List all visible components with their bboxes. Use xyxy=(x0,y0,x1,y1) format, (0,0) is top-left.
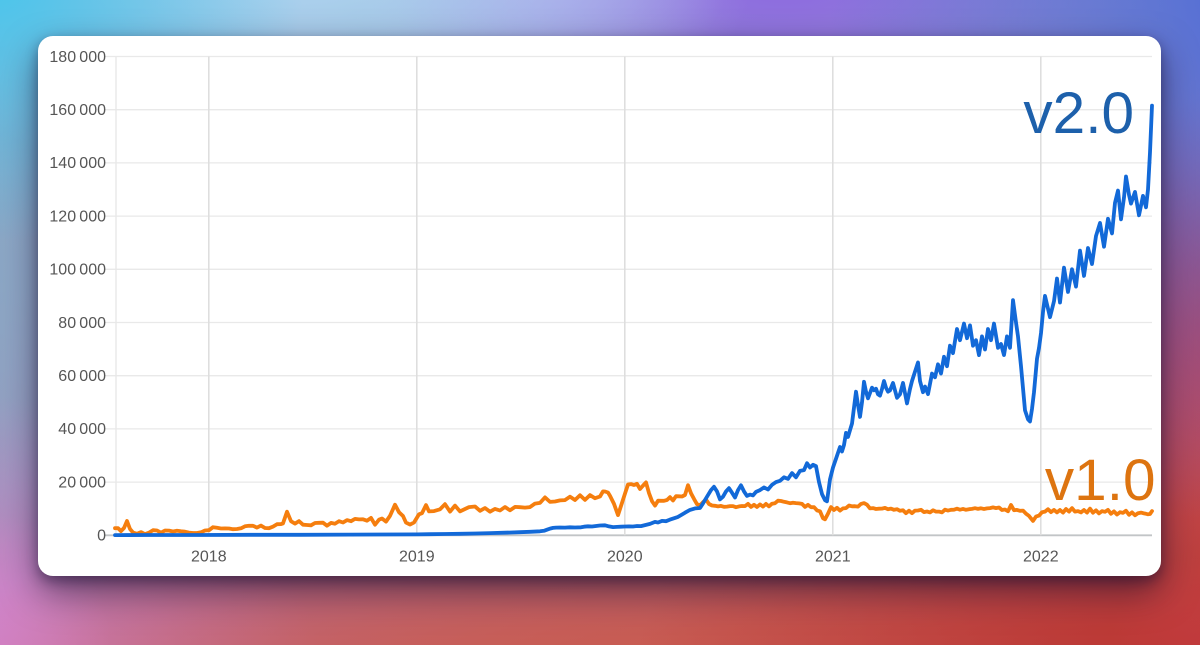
svg-text:100 000: 100 000 xyxy=(49,262,106,279)
svg-text:60 000: 60 000 xyxy=(58,368,106,385)
svg-text:v2.0: v2.0 xyxy=(1023,81,1134,146)
svg-text:120 000: 120 000 xyxy=(49,208,106,225)
svg-text:80 000: 80 000 xyxy=(58,315,106,332)
svg-text:140 000: 140 000 xyxy=(49,155,106,172)
svg-text:40 000: 40 000 xyxy=(58,421,106,438)
svg-text:180 000: 180 000 xyxy=(49,49,106,66)
svg-text:2019: 2019 xyxy=(399,549,435,566)
svg-text:0: 0 xyxy=(97,528,106,545)
svg-text:2020: 2020 xyxy=(607,549,643,566)
svg-text:20 000: 20 000 xyxy=(58,474,106,491)
svg-text:160 000: 160 000 xyxy=(49,102,106,119)
svg-text:2018: 2018 xyxy=(191,549,227,566)
svg-text:v1.0: v1.0 xyxy=(1045,448,1156,513)
svg-text:2022: 2022 xyxy=(1023,549,1059,566)
svg-text:2021: 2021 xyxy=(815,549,851,566)
